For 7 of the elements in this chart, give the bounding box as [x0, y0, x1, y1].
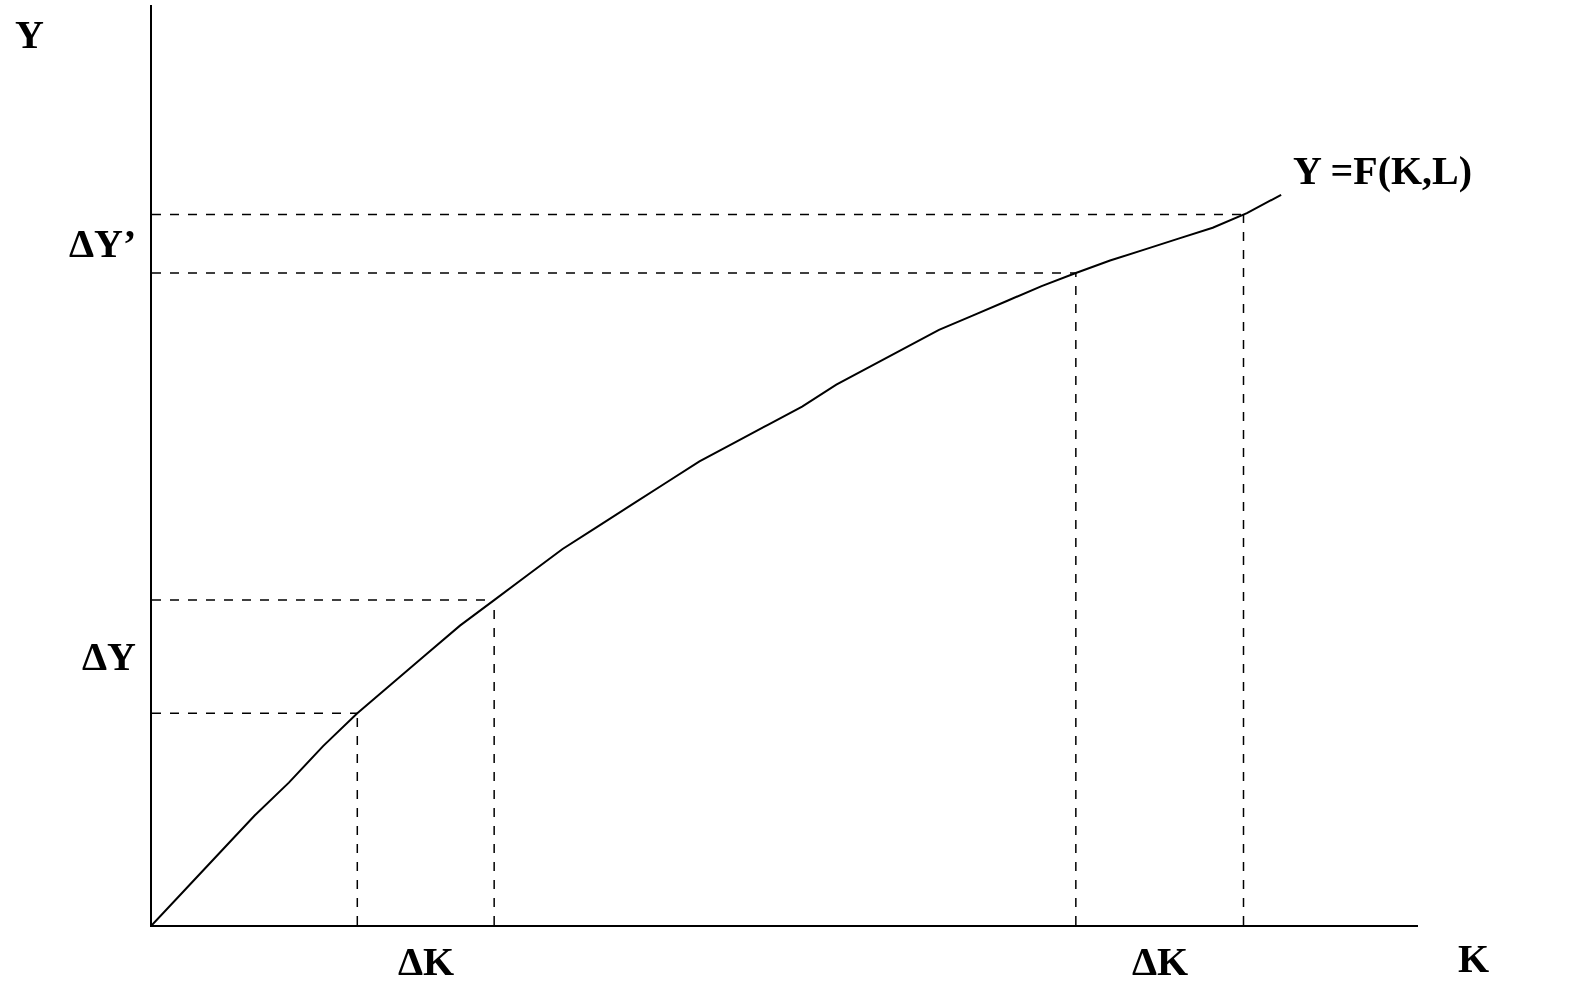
text: ΔY [82, 634, 137, 679]
text: ΔK [1132, 939, 1189, 984]
text: ΔY’ [69, 221, 137, 266]
x-axis-title: K [1458, 936, 1490, 981]
y-axis-title: Y [15, 12, 44, 57]
series-label: Y =F(K,L) [1293, 148, 1473, 193]
text: ΔK [398, 939, 455, 984]
